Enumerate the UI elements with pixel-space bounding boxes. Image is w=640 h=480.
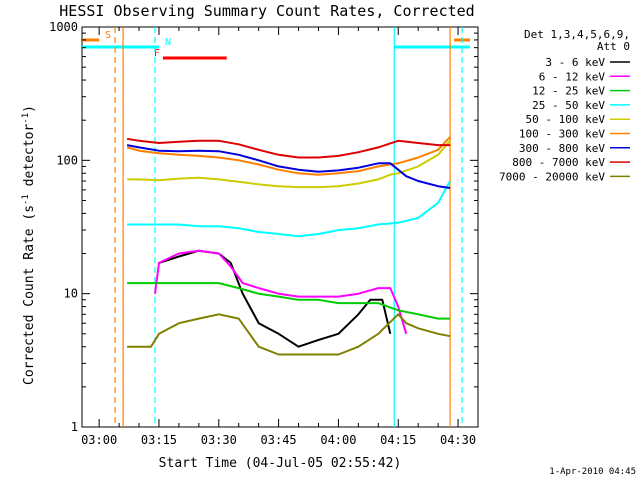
y-tick-label: 10 bbox=[64, 287, 78, 301]
flag-label-n: N bbox=[165, 37, 171, 48]
flag-label-s: S bbox=[105, 30, 111, 41]
x-tick-label: 04:30 bbox=[440, 433, 476, 447]
series-line-5 bbox=[127, 140, 451, 189]
legend-label: 300 - 800 keV bbox=[519, 142, 605, 155]
series-line-1 bbox=[158, 249, 392, 348]
series-line-7 bbox=[126, 144, 451, 189]
plot-frame bbox=[81, 26, 479, 428]
legend-label: 50 - 100 keV bbox=[526, 113, 606, 126]
y-tick-label: 1 bbox=[71, 420, 78, 434]
x-tick-label: 03:00 bbox=[81, 433, 117, 447]
series-line-2 bbox=[154, 249, 408, 335]
flag-label-f: F bbox=[154, 48, 160, 59]
axes: 1 10 100 1000 03:00 03:15 03:30 03:45 04:00 04:15… bbox=[49, 20, 479, 447]
legend-label: 3 - 6 keV bbox=[545, 56, 605, 69]
x-axis-label: Start Time (04-Jul-05 02:55:42) bbox=[159, 456, 402, 471]
footer-timestamp: 1-Apr-2010 04:45 bbox=[549, 467, 636, 477]
x-tick-label: 04:15 bbox=[380, 433, 416, 447]
series-line-8 bbox=[126, 137, 451, 159]
legend-title: Det 1,3,4,5,6,9, bbox=[524, 28, 630, 41]
x-tick-label: 04:00 bbox=[320, 433, 356, 447]
flag-bars: S NF bbox=[82, 30, 471, 60]
series-line-9 bbox=[127, 313, 451, 356]
x-tick-label: 03:30 bbox=[201, 433, 237, 447]
y-tick-label: 100 bbox=[56, 153, 78, 167]
legend-label: 6 - 12 keV bbox=[539, 70, 606, 83]
legend-label: 12 - 25 keV bbox=[532, 85, 605, 98]
legend-title: Att 0 bbox=[597, 40, 630, 53]
series-lines bbox=[126, 136, 451, 356]
x-tick-label: 03:15 bbox=[141, 433, 177, 447]
plot-area bbox=[81, 26, 479, 428]
legend-label: 25 - 50 keV bbox=[532, 99, 605, 112]
series-line-3 bbox=[127, 282, 451, 320]
y-tick-label: 1000 bbox=[49, 20, 78, 34]
series-line-6 bbox=[126, 136, 451, 176]
legend-label: 7000 - 20000 keV bbox=[499, 170, 605, 183]
series-line-4 bbox=[127, 180, 451, 238]
legend-label: 800 - 7000 keV bbox=[512, 156, 605, 169]
x-tick-label: 03:45 bbox=[261, 433, 297, 447]
y-axis-label: Corrected Count Rate (s-1 detector-1) bbox=[21, 105, 37, 385]
vertical-markers bbox=[114, 27, 463, 427]
legend-label: 100 - 300 keV bbox=[519, 128, 605, 141]
chart-title: HESSI Observing Summary Count Rates, Cor… bbox=[59, 2, 474, 20]
